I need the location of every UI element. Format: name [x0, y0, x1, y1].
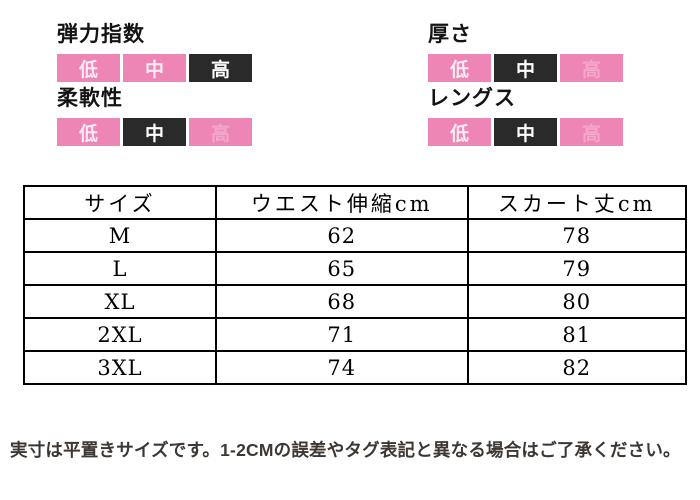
- level-box-medium: 中: [494, 54, 557, 82]
- size-table-header: サイズ ウエスト伸縮cm スカート丈cm: [23, 185, 688, 220]
- waist-cell: 74: [214, 350, 469, 385]
- header-row: サイズ ウエスト伸縮cm スカート丈cm: [23, 185, 688, 220]
- elasticity-levels: 低 中 高: [57, 54, 252, 82]
- size-cell: 3XL: [23, 350, 217, 385]
- size-cell: XL: [23, 284, 217, 319]
- indicator-column-left: 弾力指数 低 中 高 柔軟性 低 中 高: [57, 22, 252, 150]
- indicator-thickness: 厚さ 低 中 高: [428, 22, 623, 82]
- waist-cell: 65: [214, 251, 469, 286]
- level-box-high: 高: [560, 54, 623, 82]
- level-box-medium: 中: [494, 118, 557, 146]
- level-box-high: 高: [189, 54, 252, 82]
- header-size: サイズ: [23, 185, 217, 220]
- level-box-low: 低: [57, 54, 120, 82]
- size-cell: M: [23, 218, 217, 253]
- table-row: XL 68 80: [23, 284, 688, 319]
- level-box-medium: 中: [123, 118, 186, 146]
- table-row: M 62 78: [23, 218, 688, 253]
- waist-cell: 68: [214, 284, 469, 319]
- level-box-medium: 中: [123, 54, 186, 82]
- flexibility-levels: 低 中 高: [57, 118, 252, 146]
- level-box-high: 高: [560, 118, 623, 146]
- header-waist-stretch: ウエスト伸縮cm: [214, 185, 469, 220]
- waist-cell: 71: [214, 317, 469, 352]
- skirt-cell: 79: [466, 251, 688, 286]
- size-table-body: M 62 78 L 65 79 XL 68 80 2XL 71 81 3XL 74 82: [23, 218, 688, 385]
- indicator-flexibility: 柔軟性 低 中 高: [57, 86, 252, 146]
- skirt-cell: 82: [466, 350, 688, 385]
- header-skirt-length: スカート丈cm: [466, 185, 688, 220]
- waist-cell: 62: [214, 218, 469, 253]
- skirt-cell: 78: [466, 218, 688, 253]
- level-box-low: 低: [428, 54, 491, 82]
- thickness-title: 厚さ: [428, 23, 472, 46]
- thickness-levels: 低 中 高: [428, 54, 623, 82]
- indicator-elasticity: 弾力指数 低 中 高: [57, 22, 252, 82]
- length-title: レングス: [428, 87, 516, 110]
- level-box-high: 高: [189, 118, 252, 146]
- indicator-length: レングス 低 中 高: [428, 86, 623, 146]
- length-levels: 低 中 高: [428, 118, 623, 146]
- skirt-cell: 80: [466, 284, 688, 319]
- table-row: 3XL 74 82: [23, 350, 688, 385]
- table-row: L 65 79: [23, 251, 688, 286]
- disclaimer-note: 実寸は平置きサイズです。1-2CMの誤差やタグ表記と異なる場合はご了承ください。: [10, 440, 681, 460]
- level-box-low: 低: [57, 118, 120, 146]
- flexibility-title: 柔軟性: [57, 87, 123, 110]
- table-row: 2XL 71 81: [23, 317, 688, 352]
- level-box-low: 低: [428, 118, 491, 146]
- elasticity-title: 弾力指数: [57, 23, 145, 46]
- skirt-cell: 81: [466, 317, 688, 352]
- indicator-column-right: 厚さ 低 中 高 レングス 低 中 高: [428, 22, 623, 150]
- size-table: サイズ ウエスト伸縮cm スカート丈cm M 62 78 L 65 79 XL 68 80 2XL…: [23, 185, 688, 385]
- size-cell: 2XL: [23, 317, 217, 352]
- size-cell: L: [23, 251, 217, 286]
